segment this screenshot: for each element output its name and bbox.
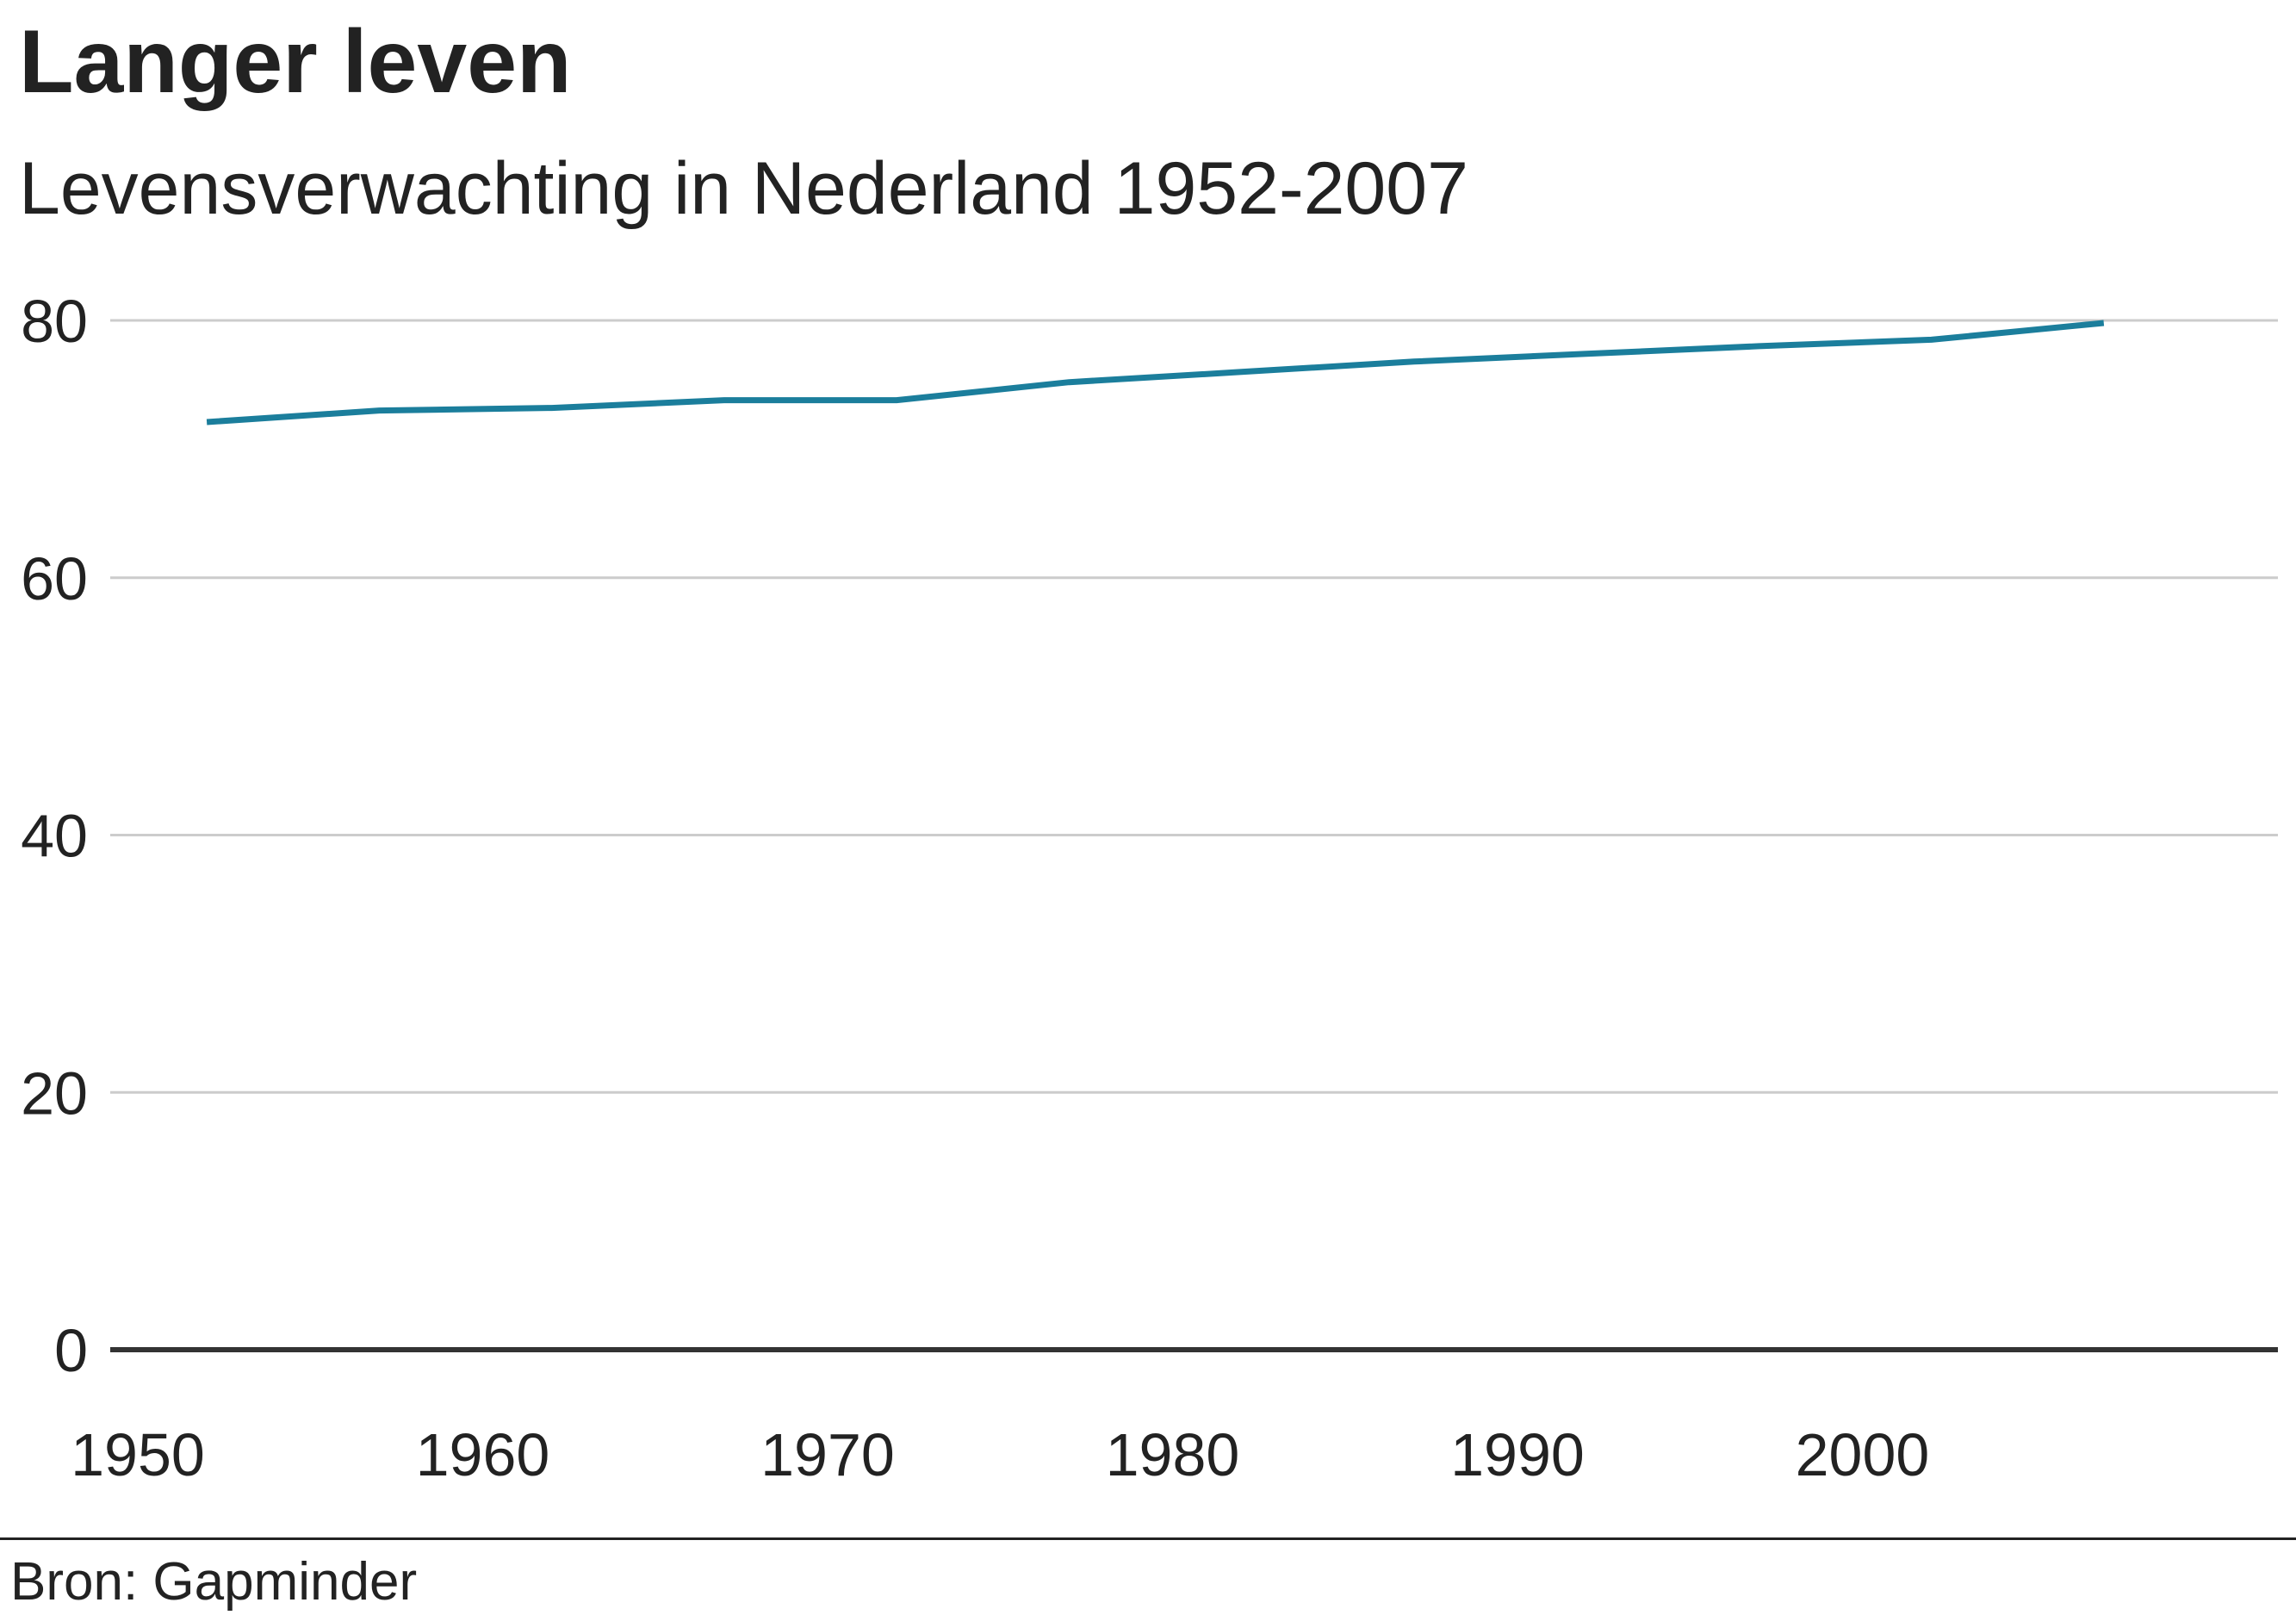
x-tick-label: 2000 (1796, 1421, 1930, 1488)
y-tick-label: 0 (54, 1317, 88, 1384)
source-note: Bron: Gapminder (10, 1552, 418, 1612)
x-axis-labels: 1950 1960 1970 1980 1990 2000 (71, 1421, 1929, 1488)
y-tick-label: 80 (21, 288, 88, 355)
y-tick-label: 20 (21, 1059, 88, 1127)
x-tick-label: 1970 (760, 1421, 895, 1488)
series-line (206, 320, 2105, 425)
chart-subtitle: Levensverwachting in Nederland 1952-2007 (19, 147, 1468, 230)
y-axis-labels: 0 20 40 60 80 (21, 288, 88, 1384)
x-tick-label: 1980 (1106, 1421, 1240, 1488)
x-tick-label: 1960 (416, 1421, 550, 1488)
y-tick-label: 60 (21, 545, 88, 612)
grid-lines (110, 319, 2278, 1352)
chart-title: Langer leven (19, 12, 572, 112)
series-layer (206, 320, 2105, 425)
x-tick-label: 1950 (71, 1421, 205, 1488)
x-tick-label: 1990 (1450, 1421, 1585, 1488)
y-tick-label: 40 (21, 803, 88, 870)
footer-divider (0, 1537, 2296, 1540)
line-chart: 0 20 40 60 80 1950 1960 1970 1980 1990 2000 (21, 288, 2278, 1488)
